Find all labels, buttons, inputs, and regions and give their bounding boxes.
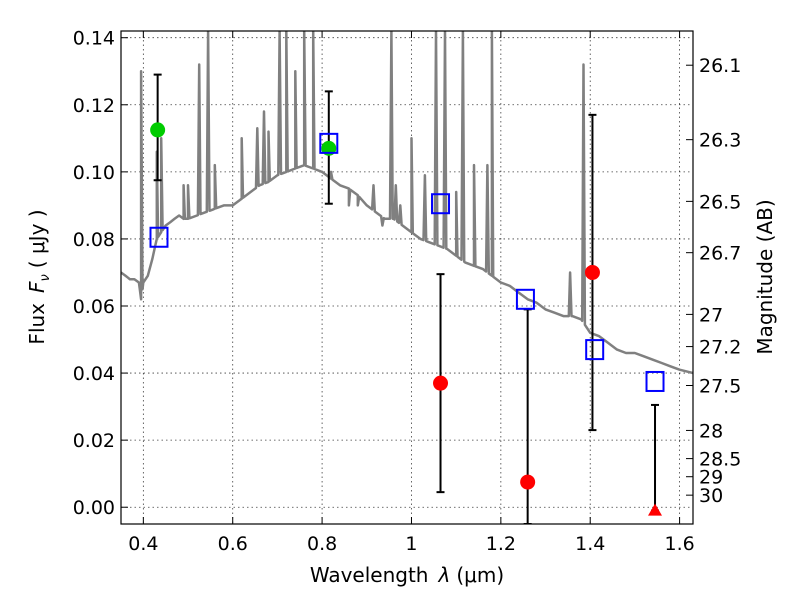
y2-axis-title: Magnitude (AB) (753, 199, 777, 354)
red-circle-point (584, 264, 600, 280)
mag-tick-label: 30 (699, 485, 723, 507)
grid (121, 31, 693, 524)
y-tick-label: 0.00 (73, 497, 115, 519)
x-tick-label: 1 (405, 533, 417, 555)
y-tick-label: 0.14 (73, 28, 115, 50)
plot-frame (120, 30, 694, 525)
mag-tick-label: 28.5 (699, 449, 741, 471)
mag-tick-label: 27.5 (699, 375, 741, 397)
red-circle-point (520, 474, 536, 490)
green-circle-point (150, 122, 166, 138)
x-tick-label: 1.4 (575, 533, 605, 555)
y-tick-label: 0.06 (73, 296, 115, 318)
data-markers (149, 122, 665, 516)
y-axis-title: FluxFν( μJy ) (25, 209, 53, 344)
red-triangle-point (648, 503, 663, 516)
blue-square-point (515, 288, 535, 310)
mag-tick-label: 26.5 (699, 191, 741, 213)
blue-square-point (319, 132, 339, 154)
y-tick-label: 0.12 (73, 95, 115, 117)
mag-tick-label: 26.7 (699, 243, 741, 265)
mag-tick-label: 27.2 (699, 337, 741, 359)
mag-tick-label: 27 (699, 304, 723, 326)
y-tick-label: 0.02 (73, 430, 115, 452)
y-tick-label: 0.08 (73, 229, 115, 251)
mag-tick-label: 29 (699, 467, 723, 489)
x-tick-label: 0.4 (128, 533, 158, 555)
plot-area (121, 31, 693, 524)
x-tick-label: 0.8 (307, 533, 337, 555)
x-tick-label: 1.2 (486, 533, 516, 555)
blue-square-point (645, 370, 665, 392)
mag-tick-label: 26.1 (699, 55, 741, 77)
blue-square-point (149, 226, 169, 248)
mag-tick-label: 26.3 (699, 130, 741, 152)
blue-square-point (431, 193, 451, 215)
mag-tick-label: 28 (699, 420, 723, 442)
y-tick-label: 0.04 (73, 363, 115, 385)
x-tick-label: 0.6 (218, 533, 248, 555)
x-axis-title: Wavelength λ (μm) (310, 563, 504, 587)
y-tick-label: 0.10 (73, 162, 115, 184)
model-sed-line (121, 31, 693, 375)
axis-ticks (121, 31, 693, 524)
red-circle-point (433, 375, 449, 391)
tick-labels: 0.4 0.6 0.8 1 1.2 1.4 1.6 0.00 0.02 0.04 0.06 0.08 0… (73, 28, 742, 555)
x-tick-label: 1.6 (664, 533, 694, 555)
blue-square-point (585, 339, 605, 361)
